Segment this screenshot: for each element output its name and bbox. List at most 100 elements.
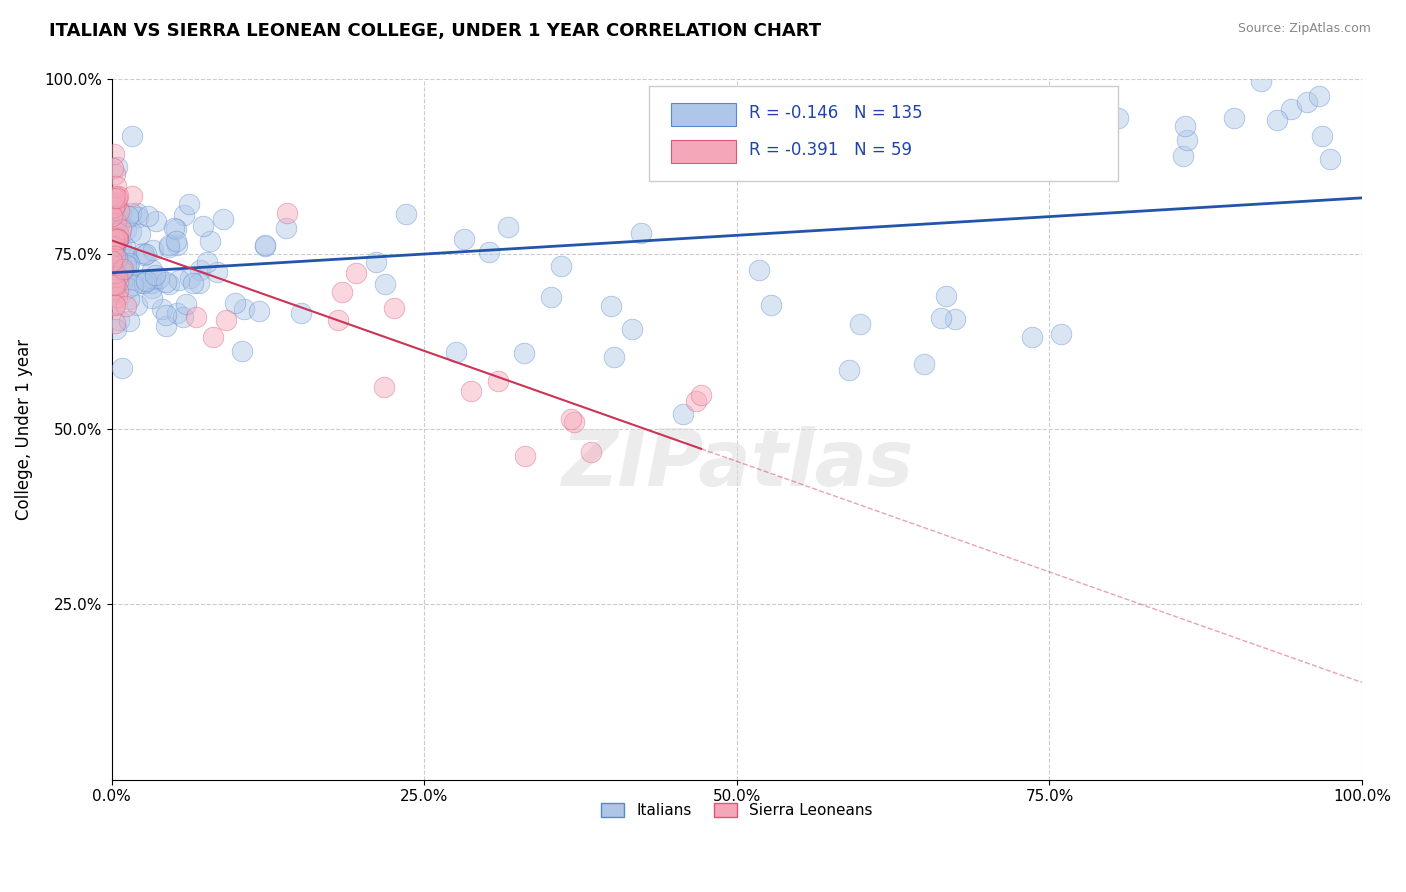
Point bbox=[496, 220, 519, 235]
Point bbox=[101, 238, 124, 252]
Point bbox=[215, 313, 238, 327]
Point bbox=[943, 312, 966, 326]
Point bbox=[103, 292, 125, 306]
Point bbox=[118, 256, 141, 270]
Point bbox=[117, 249, 139, 263]
Point bbox=[274, 220, 297, 235]
Point bbox=[690, 388, 713, 402]
Point bbox=[120, 225, 142, 239]
Point bbox=[105, 191, 128, 205]
Point bbox=[1021, 329, 1043, 343]
Point bbox=[101, 210, 124, 224]
Point bbox=[276, 205, 298, 219]
Point bbox=[104, 195, 127, 210]
Point bbox=[139, 276, 162, 290]
Point bbox=[600, 299, 623, 313]
Point bbox=[200, 235, 222, 249]
Point bbox=[107, 252, 129, 266]
Point bbox=[1107, 111, 1129, 125]
Point bbox=[184, 310, 207, 325]
Point bbox=[107, 285, 129, 299]
Point bbox=[935, 289, 957, 303]
Point bbox=[121, 189, 143, 203]
Point bbox=[103, 282, 125, 296]
Point bbox=[374, 277, 396, 291]
Point bbox=[761, 298, 783, 312]
Point bbox=[104, 237, 127, 252]
Point bbox=[603, 350, 626, 364]
Point bbox=[103, 268, 125, 283]
Point bbox=[121, 273, 143, 287]
Point bbox=[253, 238, 276, 252]
Point bbox=[105, 290, 128, 304]
Point bbox=[181, 276, 204, 290]
Point bbox=[143, 268, 166, 283]
Point bbox=[101, 161, 124, 176]
Point bbox=[104, 249, 127, 263]
Point bbox=[131, 277, 153, 291]
Point bbox=[107, 189, 129, 203]
Point bbox=[103, 234, 125, 248]
Point bbox=[478, 244, 501, 259]
Point bbox=[460, 384, 482, 399]
Point bbox=[108, 218, 131, 232]
Point bbox=[117, 281, 139, 295]
Point bbox=[107, 231, 129, 245]
Point bbox=[344, 266, 367, 280]
Point bbox=[142, 272, 165, 286]
Point bbox=[110, 213, 132, 227]
Point bbox=[212, 211, 235, 226]
Point bbox=[630, 227, 652, 241]
Text: ITALIAN VS SIERRA LEONEAN COLLEGE, UNDER 1 YEAR CORRELATION CHART: ITALIAN VS SIERRA LEONEAN COLLEGE, UNDER… bbox=[49, 22, 821, 40]
Point bbox=[120, 206, 142, 220]
Point bbox=[166, 238, 188, 252]
Point bbox=[104, 189, 127, 203]
Point bbox=[157, 240, 180, 254]
Point bbox=[132, 276, 155, 290]
Point bbox=[195, 255, 218, 269]
Point bbox=[486, 374, 509, 388]
Point bbox=[101, 288, 124, 302]
Point bbox=[105, 270, 128, 285]
Point bbox=[560, 412, 582, 426]
Point bbox=[108, 264, 131, 278]
Point bbox=[103, 223, 125, 237]
Y-axis label: College, Under 1 year: College, Under 1 year bbox=[15, 339, 32, 520]
Point bbox=[141, 281, 163, 295]
Point bbox=[150, 302, 173, 317]
Point bbox=[104, 237, 127, 252]
Point bbox=[620, 322, 643, 336]
Point bbox=[748, 262, 770, 277]
Point bbox=[115, 268, 138, 283]
Point bbox=[395, 207, 418, 221]
Point bbox=[134, 248, 156, 262]
Point bbox=[103, 277, 125, 292]
Point bbox=[105, 160, 128, 174]
Point bbox=[107, 203, 129, 218]
Point bbox=[103, 146, 125, 161]
Point bbox=[254, 239, 277, 253]
Point bbox=[104, 167, 127, 181]
Point bbox=[101, 194, 124, 209]
Point bbox=[117, 209, 139, 223]
Point bbox=[1250, 74, 1272, 88]
Point bbox=[205, 264, 228, 278]
Point bbox=[101, 258, 124, 272]
Point bbox=[564, 415, 586, 429]
Point bbox=[145, 213, 167, 227]
Point bbox=[108, 313, 131, 327]
Point bbox=[163, 221, 186, 235]
Point bbox=[174, 297, 197, 311]
Point bbox=[453, 232, 475, 246]
Point bbox=[201, 330, 224, 344]
Point bbox=[1265, 112, 1288, 127]
Point bbox=[112, 262, 135, 277]
Point bbox=[929, 310, 952, 325]
Point bbox=[104, 298, 127, 312]
Point bbox=[115, 252, 138, 266]
Point bbox=[107, 227, 129, 241]
Point bbox=[1279, 103, 1302, 117]
Point bbox=[101, 254, 124, 268]
Point bbox=[114, 240, 136, 254]
Point bbox=[104, 316, 127, 330]
